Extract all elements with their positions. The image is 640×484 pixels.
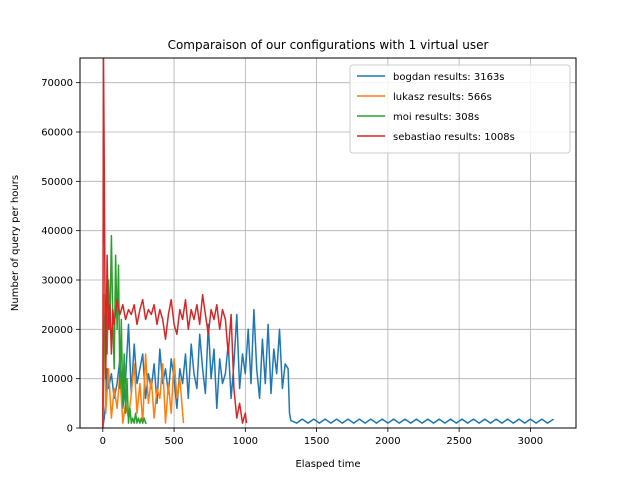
y-tick-label: 70000	[41, 78, 73, 89]
x-axis: 0 500 1000 1500 2000 2500 3000	[100, 428, 543, 447]
x-tick-label: 1500	[304, 436, 329, 447]
legend-label-1: lukasz results: 566s	[393, 92, 492, 103]
y-tick-label: 30000	[41, 276, 73, 287]
y-tick-label: 10000	[41, 374, 73, 385]
legend-label-2: moi results: 308s	[393, 112, 479, 123]
y-tick-label: 0	[67, 424, 73, 435]
y-tick-label: 60000	[41, 128, 73, 139]
legend-label-0: bogdan results: 3163s	[393, 72, 505, 83]
x-tick-label: 500	[165, 436, 184, 447]
chart-title: Comparaison of our configurations with 1…	[168, 38, 489, 52]
legend-label-3: sebastiao results: 1008s	[393, 132, 515, 143]
series-line-1	[102, 294, 185, 428]
y-axis-label: Number of query per hours	[10, 175, 21, 311]
x-tick-label: 2500	[446, 436, 471, 447]
series-line-3	[102, 58, 248, 428]
legend-box	[349, 64, 571, 154]
x-tick-label: 3000	[518, 436, 543, 447]
y-tick-label: 50000	[41, 177, 73, 188]
series-lines	[102, 58, 555, 428]
x-tick-label: 0	[100, 436, 106, 447]
y-axis: 0 10000 20000 30000 40000 50000 60000 70000	[41, 78, 80, 435]
y-tick-label: 40000	[41, 226, 73, 237]
plot-frame	[79, 57, 577, 429]
legend: bogdan results: 3163s lukasz results: 566…	[349, 64, 571, 154]
x-tick-label: 2000	[375, 436, 400, 447]
x-tick-label: 1000	[233, 436, 258, 447]
y-tick-label: 20000	[41, 325, 73, 336]
x-axis-label: Elasped time	[295, 459, 360, 470]
